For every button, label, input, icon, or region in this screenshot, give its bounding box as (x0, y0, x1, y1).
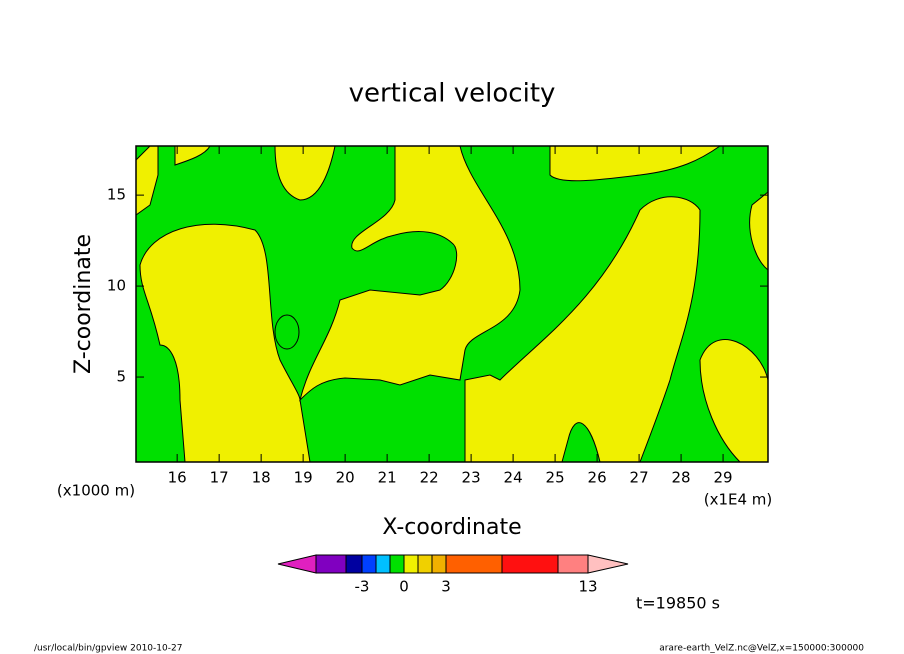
colorbar-box (345, 554, 363, 574)
y-axis-title: Z-coordinate (71, 234, 96, 374)
y-unit: (x1000 m) (57, 482, 135, 500)
colorbar-tick-label: 0 (399, 578, 409, 596)
y-tick-label: 10 (107, 277, 126, 295)
negative-region (274, 314, 300, 350)
x-tick-label: 29 (714, 469, 733, 487)
x-tick-label: 25 (546, 469, 565, 487)
colorbar-tick-label: 13 (578, 578, 597, 596)
colorbar-tick-label: 3 (441, 578, 451, 596)
contour-field (135, 145, 769, 463)
x-unit: (x1E4 m) (704, 491, 773, 509)
colorbar-box (417, 554, 433, 574)
positive-regions (135, 145, 769, 463)
colorbar-box (431, 554, 447, 574)
x-axis-title: X-coordinate (382, 515, 521, 540)
chart-title: vertical velocity (349, 79, 556, 109)
footer-right: arare-earth_VelZ.nc@VelZ,x=150000:300000 (659, 644, 864, 654)
y-tick-label: 15 (107, 186, 126, 204)
x-tick-label: 23 (462, 469, 481, 487)
colorbar-lower-triangle (277, 554, 317, 574)
time-label: t=19850 s (636, 594, 720, 613)
x-tick-label: 19 (294, 469, 313, 487)
colorbar-upper-triangle (587, 554, 629, 574)
x-tick-label: 28 (672, 469, 691, 487)
colorbar-box (445, 554, 503, 574)
y-tick-label: 5 (116, 368, 126, 386)
x-tick-label: 16 (168, 469, 187, 487)
colorbar-tick-label: -3 (355, 578, 370, 596)
colorbar-box (557, 554, 589, 574)
colorbar-box (403, 554, 419, 574)
plot-frame (135, 145, 769, 463)
x-tick-label: 18 (252, 469, 271, 487)
colorbar-box (361, 554, 377, 574)
colorbar-box (501, 554, 559, 574)
colorbar-box (389, 554, 405, 574)
x-tick-label: 20 (336, 469, 355, 487)
colorbar-box (315, 554, 347, 574)
x-tick-label: 21 (378, 469, 397, 487)
x-tick-label: 27 (630, 469, 649, 487)
footer-left: /usr/local/bin/gpview 2010-10-27 (34, 644, 182, 654)
x-tick-label: 24 (504, 469, 523, 487)
x-tick-label: 26 (588, 469, 607, 487)
x-tick-label: 22 (420, 469, 439, 487)
x-tick-label: 17 (210, 469, 229, 487)
colorbar-box (375, 554, 391, 574)
